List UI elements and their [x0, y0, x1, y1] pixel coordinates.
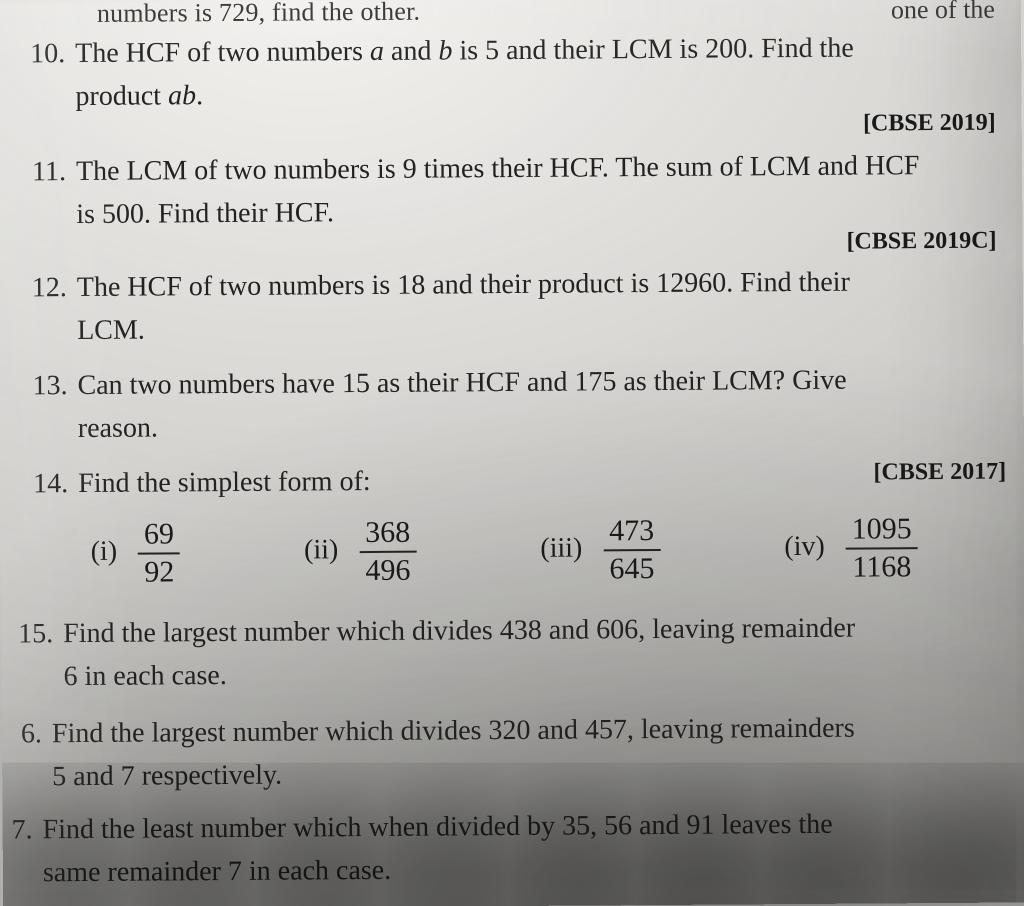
option-label: (iii): [540, 532, 582, 563]
option-iv: (iv) 1095 1168: [784, 513, 922, 583]
question-text: The HCF of two numbers is 18 and their p…: [77, 260, 1024, 352]
source-tag: [CBSE 2019]: [845, 110, 996, 138]
question-14: 14. Find the simplest form of:: [0, 456, 1024, 506]
question-15: 15. Find the largest number which divide…: [1, 606, 1024, 698]
partial-right-text: one of the: [891, 0, 995, 25]
fraction: 368 496: [359, 517, 416, 586]
question-number: 13.: [0, 370, 78, 403]
question-text: Can two numbers have 15 as their HCF and…: [77, 359, 873, 450]
question-text: Find the least number which when divided…: [42, 802, 1024, 894]
question-number: 14.: [0, 468, 78, 501]
option-label: (i): [91, 536, 118, 567]
question-text: Find the largest number which divides 43…: [63, 606, 1024, 698]
question-10: 10. The HCF of two numbers a and b is 5 …: [0, 26, 1022, 143]
question-number: 12.: [0, 272, 77, 305]
partial-left-text: numbers is 729, find the other.: [97, 0, 420, 29]
question-text: Find the simplest form of:: [78, 456, 1024, 505]
option-label: (iv): [784, 531, 825, 562]
option-ii: (ii) 368 496: [304, 517, 421, 587]
question-11: 11. The LCM of two numbers is 9 times th…: [0, 144, 1023, 261]
question-13: 13. Can two numbers have 15 as their HCF…: [0, 358, 1024, 450]
question-number: 10.: [0, 38, 75, 71]
question-text: Find the largest number which divides 32…: [52, 706, 1024, 798]
question-17: 7. Find the least number which when divi…: [2, 802, 1024, 894]
question-16: 6. Find the largest number which divides…: [2, 706, 1024, 798]
question-number: 7.: [3, 814, 43, 846]
question-number: 6.: [2, 718, 52, 750]
question-number: 11.: [0, 156, 76, 189]
question-text: The LCM of two numbers is 9 times their …: [76, 144, 1023, 236]
textbook-page: numbers is 729, find the other. one of t…: [0, 0, 1024, 906]
option-iii: (iii) 473 645: [540, 515, 664, 585]
question-12: 12. The HCF of two numbers is 18 and the…: [0, 260, 1023, 352]
option-i: (i) 69 92: [90, 518, 184, 588]
question-number: 15.: [1, 618, 63, 650]
fraction: 473 645: [603, 515, 660, 584]
source-tag: [CBSE 2019C]: [828, 228, 996, 256]
fraction: 1095 1168: [846, 513, 918, 583]
question-text: The HCF of two numbers a and b is 5 and …: [75, 26, 1022, 118]
fraction: 69 92: [138, 518, 180, 587]
question-14-options: (i) 69 92 (ii) 368 496 (iii) 473 645 (iv…: [0, 512, 1024, 588]
option-label: (ii): [304, 534, 338, 565]
